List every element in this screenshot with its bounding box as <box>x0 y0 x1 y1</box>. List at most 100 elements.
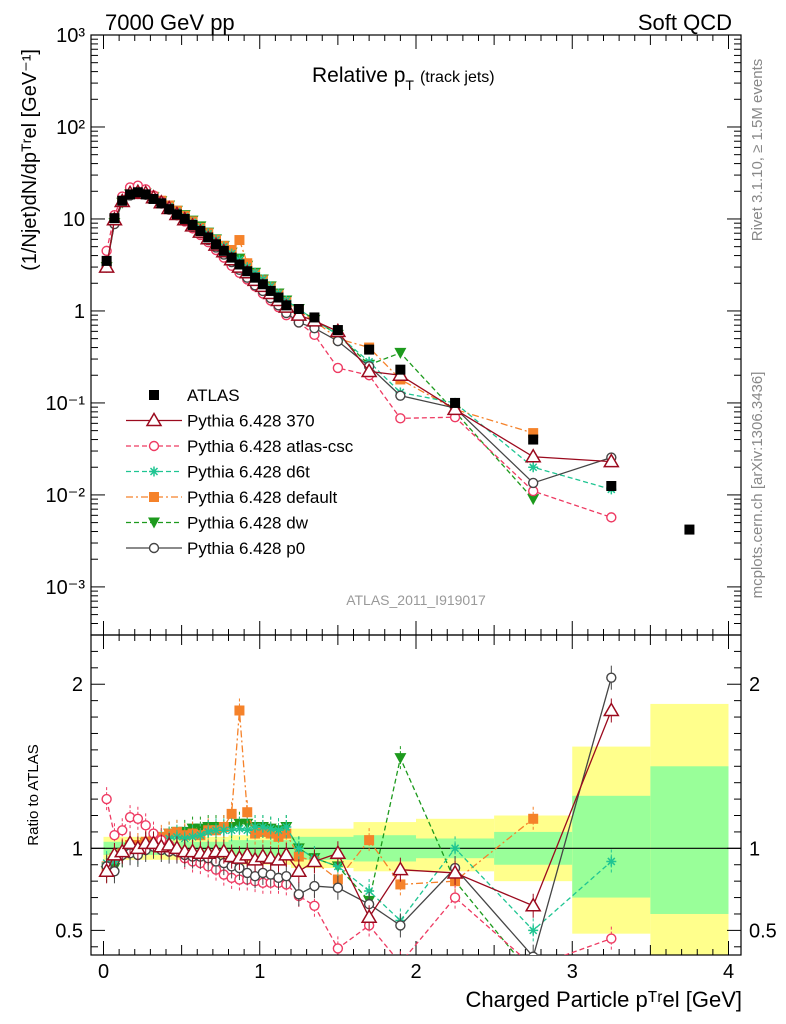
point-atlas <box>101 255 112 266</box>
uncertainty-band-green <box>650 766 729 914</box>
x-tick-label: 1 <box>254 961 265 983</box>
ratio-point-d6t <box>226 825 237 836</box>
ratio-point-p370 <box>145 834 162 850</box>
ratio-point-p370 <box>113 843 131 858</box>
ratio-point-p370 <box>290 862 308 878</box>
ratio-point-default <box>395 879 406 890</box>
analysis-id: ATLAS_2011_I919017 <box>346 592 486 608</box>
series-line-p370 <box>105 191 612 463</box>
ratio-point-default <box>528 813 539 824</box>
ratio-point-p370 <box>168 839 186 855</box>
ratio-point-atlascsc <box>140 820 151 831</box>
legend-marker-atlas <box>149 390 159 400</box>
ratio-point-d6t <box>179 833 190 844</box>
legend-label-d6t: Pythia 6.428 d6t <box>187 463 310 482</box>
ratio-point-d6t <box>195 830 206 841</box>
legend: ATLAS Pythia 6.428 370 Pythia 6.428 atlas-… <box>126 386 354 558</box>
legend-marker-atlascsc <box>148 440 160 452</box>
y-tick-label: 10⁻¹ <box>46 393 86 415</box>
ratio-point-atlascsc <box>101 793 112 805</box>
x-axis-label: Charged Particle pᵀʳel [GeV] <box>466 987 742 1012</box>
ratio-point-atlascsc <box>117 825 128 836</box>
point-atlas <box>395 364 406 375</box>
ratio-point-atlascsc <box>109 830 120 841</box>
ratio-series-group <box>98 665 620 955</box>
x-tick-label: 3 <box>567 961 578 983</box>
ratio-point-d6t <box>265 823 276 834</box>
legend-marker-dw <box>148 517 160 529</box>
point-p370 <box>360 362 378 378</box>
point-d6t <box>528 462 539 473</box>
y-tick-label: 10³ <box>56 25 85 47</box>
point-atlas <box>148 193 159 204</box>
ratio-point-p370 <box>306 852 323 868</box>
ratio-point-default <box>226 808 237 819</box>
legend-label-atlas: ATLAS <box>187 386 240 405</box>
point-p370 <box>98 258 115 273</box>
ratio-point-d6t <box>332 861 343 872</box>
point-atlas <box>234 259 245 270</box>
ratio-point-p0 <box>281 871 292 882</box>
point-atlas <box>117 195 128 206</box>
legend-label-default: Pythia 6.428 default <box>187 488 338 507</box>
legend-label-p0: Pythia 6.428 p0 <box>187 539 305 558</box>
point-atlas <box>195 225 206 236</box>
header-left: 7000 GeV pp <box>105 10 235 35</box>
point-atlas <box>164 204 175 215</box>
ratio-y-tick-label: 2 <box>72 674 83 696</box>
ratio-point-atlascsc <box>606 933 617 944</box>
ratio-point-p0 <box>293 889 305 900</box>
ratio-point-default <box>242 807 253 818</box>
point-atlas <box>109 213 120 224</box>
point-p0 <box>527 477 539 489</box>
ratio-point-p370 <box>329 844 347 860</box>
point-atlas <box>187 219 198 230</box>
ratio-point-p0 <box>606 672 617 683</box>
ratio-point-atlascsc <box>309 900 320 911</box>
ratio-point-d6t <box>203 826 214 837</box>
ratio-point-d6t <box>218 825 229 836</box>
y-tick-label: 10 <box>63 209 85 231</box>
point-dw <box>394 347 407 359</box>
legend-label-p370: Pythia 6.428 370 <box>187 412 315 431</box>
series-line-default <box>105 191 534 434</box>
ratio-point-dw <box>394 753 407 765</box>
point-atlas <box>332 325 343 336</box>
point-atlas <box>203 232 214 243</box>
ratio-point-default <box>273 831 284 842</box>
ratio-point-p370 <box>160 836 178 851</box>
ratio-y-tick-label: 1 <box>72 838 83 860</box>
ratio-point-d6t <box>250 822 261 832</box>
uncertainty-band-green <box>572 795 651 898</box>
ratio-point-p370 <box>98 862 115 878</box>
ratio-y-tick-label-right: 2 <box>749 674 760 696</box>
ratio-point-p370 <box>392 861 409 876</box>
ratio-point-d6t <box>273 825 284 836</box>
point-p0 <box>332 335 344 347</box>
main-y-axis-label: (1/Njet)dN/dpᵀʳel [GeV⁻¹] <box>19 49 41 271</box>
mcplots-label: mcplots.cern.ch [arXiv:1306.3436] <box>749 372 766 599</box>
ratio-y-tick-label: 0.5 <box>55 920 83 942</box>
point-atlascsc <box>395 413 406 424</box>
ratio-point-d6t <box>606 856 617 867</box>
point-dw <box>527 494 540 506</box>
legend-label-dw: Pythia 6.428 dw <box>187 514 309 533</box>
ratio-point-atlascsc <box>332 943 344 954</box>
ratio-point-d6t <box>528 925 539 936</box>
ratio-point-d6t <box>281 822 292 832</box>
ratio-point-p370 <box>238 846 256 861</box>
rivet-version-label: Rivet 3.1.10, ≥ 1.5M events <box>749 59 766 242</box>
point-atlas <box>265 285 276 296</box>
legend-label-atlascsc: Pythia 6.428 atlas-csc <box>187 437 354 456</box>
point-atlas <box>179 213 190 224</box>
point-atlas <box>364 344 375 355</box>
point-atlas <box>171 209 182 220</box>
ratio-point-default <box>364 835 375 846</box>
point-p0 <box>395 390 406 401</box>
ratio-point-d6t <box>364 886 375 896</box>
x-tick-label: 2 <box>410 961 421 983</box>
ratio-y-axis-label: Ratio to ATLAS <box>25 744 42 845</box>
ratio-point-p0 <box>528 951 539 955</box>
ratio-point-d6t <box>293 843 304 854</box>
y-tick-label: 10⁻² <box>46 485 86 507</box>
